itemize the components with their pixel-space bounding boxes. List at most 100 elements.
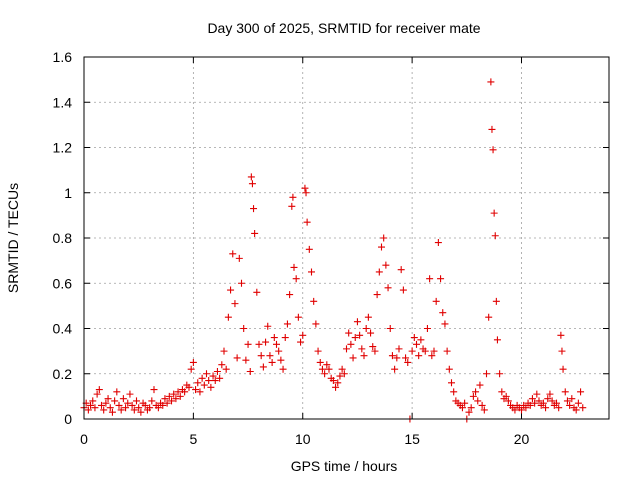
data-point — [205, 377, 213, 385]
data-point — [275, 347, 283, 355]
data-point — [174, 388, 182, 396]
y-tick-label: 1.2 — [53, 140, 73, 156]
data-point — [100, 406, 108, 414]
data-point — [130, 406, 138, 414]
x-tick-label: 5 — [189, 431, 197, 447]
data-point — [222, 365, 230, 373]
data-point — [146, 404, 154, 412]
data-point — [448, 379, 455, 387]
data-point — [572, 406, 580, 414]
data-point — [203, 370, 210, 378]
data-point — [170, 390, 178, 398]
data-point — [312, 320, 320, 328]
data-point — [408, 347, 416, 355]
data-point — [172, 395, 180, 403]
data-point — [437, 275, 445, 283]
x-tick-label: 15 — [404, 431, 420, 447]
data-point — [229, 250, 237, 258]
data-point — [531, 399, 539, 407]
data-point — [378, 243, 385, 251]
y-tick-label: 0.8 — [53, 230, 73, 246]
data-point — [106, 404, 114, 412]
data-point — [251, 229, 259, 237]
data-point — [135, 404, 143, 412]
data-point — [209, 372, 217, 380]
data-point — [196, 388, 204, 396]
data-point — [176, 392, 184, 400]
chart-title: Day 300 of 2025, SRMTID for receiver mat… — [207, 20, 480, 36]
data-point — [461, 399, 469, 407]
data-point — [168, 397, 175, 405]
x-tick-label: 10 — [295, 431, 311, 447]
data-point — [428, 352, 436, 360]
data-point — [574, 399, 582, 407]
data-point — [253, 288, 261, 296]
data-point — [528, 395, 536, 403]
data-point — [283, 320, 291, 328]
data-point — [268, 358, 276, 366]
data-point — [522, 404, 530, 412]
data-point — [434, 239, 442, 247]
data-point — [95, 386, 103, 394]
data-point — [397, 266, 405, 274]
data-point — [137, 408, 145, 416]
data-point — [329, 377, 337, 385]
data-point — [465, 408, 473, 416]
data-point — [216, 374, 224, 382]
data-point — [415, 352, 423, 360]
data-point — [559, 365, 567, 373]
data-point — [402, 354, 410, 362]
data-point — [579, 404, 587, 412]
data-point — [338, 365, 346, 373]
data-point — [362, 325, 370, 332]
data-point — [539, 399, 547, 407]
x-tick-label: 20 — [514, 431, 530, 447]
data-point — [480, 406, 488, 414]
y-tick-label: 1.6 — [53, 49, 73, 65]
data-point — [289, 193, 297, 201]
data-point — [194, 379, 202, 387]
data-point — [410, 334, 418, 342]
data-point — [102, 399, 110, 407]
data-points — [80, 78, 587, 423]
data-point — [218, 361, 226, 369]
data-point — [535, 397, 543, 405]
data-point — [128, 401, 136, 409]
data-point — [557, 331, 565, 339]
data-point — [321, 370, 329, 378]
x-tick-label: 0 — [80, 431, 88, 447]
data-point — [323, 361, 331, 369]
data-point — [124, 399, 132, 407]
data-point — [393, 354, 401, 362]
data-point — [478, 401, 486, 409]
y-axis-label: SRMTID / TECUs — [5, 183, 21, 293]
data-point — [314, 347, 322, 355]
data-point — [297, 338, 305, 346]
data-point — [345, 329, 353, 337]
data-point — [89, 397, 97, 405]
data-point — [273, 340, 280, 348]
data-point — [388, 352, 396, 360]
data-point — [325, 365, 333, 373]
data-point — [404, 358, 412, 366]
grid-lines — [84, 57, 609, 419]
data-point — [343, 345, 350, 353]
data-point — [248, 180, 256, 188]
data-point — [382, 261, 390, 269]
data-point — [384, 284, 392, 292]
data-point — [238, 279, 245, 287]
data-point — [426, 275, 434, 283]
data-point — [84, 406, 92, 414]
data-point — [308, 268, 315, 276]
data-point — [542, 404, 550, 412]
data-point — [544, 395, 552, 403]
data-point — [211, 377, 219, 385]
data-point — [200, 381, 208, 389]
data-point — [286, 291, 294, 299]
data-point — [417, 336, 425, 344]
data-point — [290, 263, 298, 271]
data-point — [485, 313, 493, 321]
data-point — [264, 322, 272, 330]
y-tick-label: 0 — [64, 411, 72, 427]
data-point — [277, 356, 285, 364]
